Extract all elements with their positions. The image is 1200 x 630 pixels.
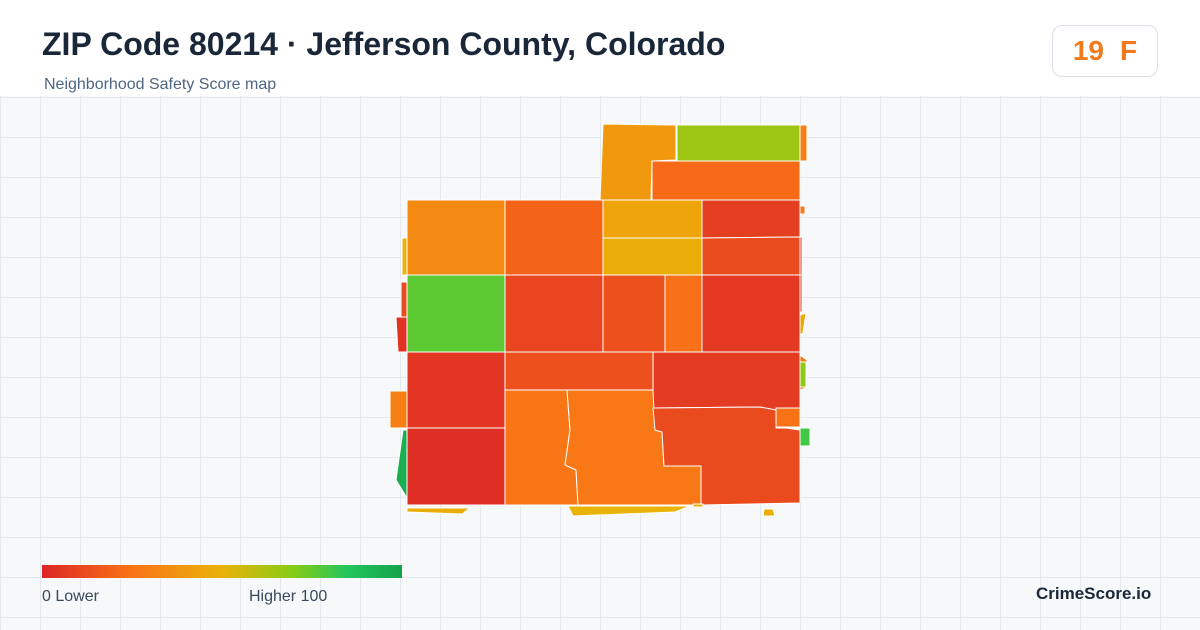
map-tile[interactable] [664,274,703,353]
score-value: 19 [1072,35,1105,66]
map-tile[interactable] [406,507,471,515]
map-tile[interactable] [799,361,807,388]
map-tile[interactable] [602,274,666,353]
header-background [0,0,1200,96]
map-tile[interactable] [400,281,408,318]
map-tile[interactable] [775,407,801,428]
score-grade: F [1120,35,1138,66]
legend-max-label: Higher 100 [249,588,328,605]
map-tile[interactable] [395,429,408,499]
map-tile[interactable] [762,508,776,517]
brand-logo-text: CrimeScore.io [1036,584,1152,603]
page-title: ZIP Code 80214 · Jefferson County, Color… [42,26,726,62]
map-tile[interactable] [799,124,808,162]
map-tile[interactable] [692,503,704,508]
legend-min-label: 0 Lower [42,588,99,605]
score-badge: 19 F [1052,25,1158,77]
map-tile[interactable] [395,316,408,353]
map-tile[interactable] [389,390,408,429]
map-tile[interactable] [701,274,801,353]
map-tile[interactable] [504,351,654,391]
map-tile[interactable] [602,199,703,239]
map-tile[interactable] [701,236,801,276]
page-subtitle: Neighborhood Safety Score map [44,76,277,93]
map-tile[interactable] [406,199,506,276]
map-tile[interactable] [676,124,801,162]
map-tile[interactable] [701,199,801,239]
map-tile[interactable] [651,160,801,201]
map-tile[interactable] [401,237,408,276]
map-tile[interactable] [567,505,691,517]
map-tile[interactable] [406,351,506,429]
map-tile[interactable] [602,237,703,276]
map-tile[interactable] [799,236,803,276]
map-tile[interactable] [406,274,506,353]
map-tile[interactable] [652,351,801,411]
map-tile[interactable] [799,312,807,336]
map-tile[interactable] [406,427,506,506]
map-tile[interactable] [504,199,604,276]
map-tile[interactable] [799,427,811,447]
legend-color-scale [42,565,402,578]
map-tile[interactable] [799,274,803,313]
map-tile[interactable] [504,274,604,353]
map-tile[interactable] [799,205,806,215]
